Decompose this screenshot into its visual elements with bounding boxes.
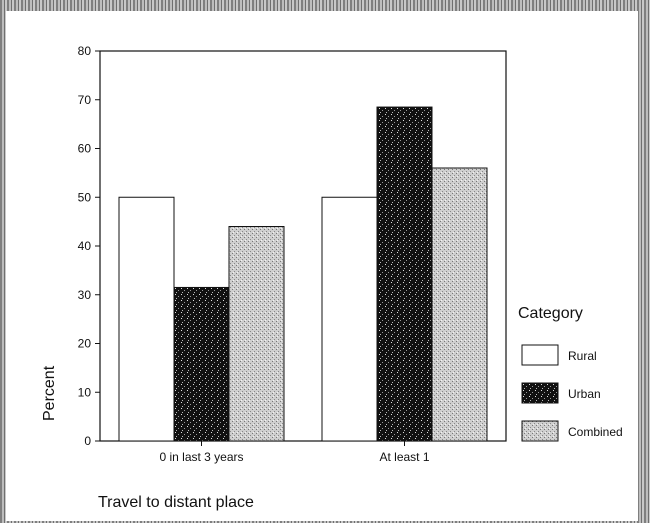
legend-swatch-combined <box>521 420 559 442</box>
bar-combined-2 <box>431 167 488 442</box>
bar-urban-1 <box>173 286 230 442</box>
y-tick-label: 70 <box>78 93 92 107</box>
legend-label-rural: Rural <box>568 349 597 363</box>
bar-urban-2 <box>376 106 433 442</box>
y-tick-label: 40 <box>78 239 92 253</box>
legend-title: Category <box>518 305 583 322</box>
legend-label-combined: Combined <box>568 425 623 439</box>
y-axis-title: Percent <box>41 365 58 421</box>
y-tick-label: 80 <box>78 44 92 58</box>
legend-swatch-rural <box>521 344 559 366</box>
y-axis: 0 10 20 30 40 50 60 70 80 <box>78 44 100 448</box>
y-tick-label: 0 <box>84 434 91 448</box>
y-tick-label: 30 <box>78 288 92 302</box>
x-axis: 0 in last 3 years At least 1 <box>159 441 430 464</box>
legend-label-urban: Urban <box>568 387 601 401</box>
y-tick-label: 50 <box>78 190 92 204</box>
x-axis-title: Travel to distant place <box>98 494 254 511</box>
bar-chart: 0 10 20 30 40 50 60 70 80 0 in last 3 years At le… <box>41 44 623 511</box>
bars <box>118 106 488 442</box>
legend-swatch-urban <box>521 382 559 404</box>
y-tick-label: 20 <box>78 337 92 351</box>
y-tick-label: 10 <box>78 385 92 399</box>
x-tick-label: 0 in last 3 years <box>159 450 243 464</box>
legend: Category Rural Urban Combined <box>518 305 623 442</box>
bar-rural-1 <box>118 196 175 442</box>
x-tick-label: At least 1 <box>379 450 429 464</box>
bar-combined-1 <box>228 226 285 442</box>
y-tick-label: 60 <box>78 142 92 156</box>
bar-rural-2 <box>321 196 378 442</box>
figure-page: 0 10 20 30 40 50 60 70 80 0 in last 3 years At le… <box>6 11 638 521</box>
